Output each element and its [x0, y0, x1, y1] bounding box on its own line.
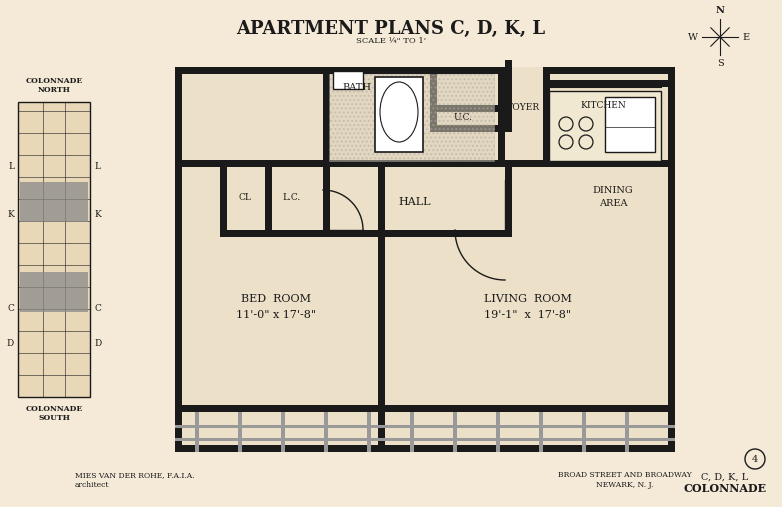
- Text: L: L: [8, 162, 14, 171]
- Text: HALL: HALL: [399, 197, 431, 207]
- Bar: [175, 438, 675, 441]
- Text: E: E: [742, 32, 749, 42]
- Text: SCALE ¼" TO 1': SCALE ¼" TO 1': [356, 37, 426, 45]
- Bar: [496, 412, 500, 452]
- Bar: [20, 272, 88, 312]
- Text: S: S: [716, 59, 723, 68]
- Text: COLONNADE
SOUTH: COLONNADE SOUTH: [25, 405, 83, 422]
- Bar: [323, 230, 505, 237]
- Text: W: W: [688, 32, 698, 42]
- Text: 4: 4: [752, 454, 758, 463]
- Bar: [220, 160, 227, 237]
- Bar: [539, 412, 543, 452]
- Bar: [323, 67, 330, 167]
- Bar: [324, 412, 328, 452]
- Bar: [18, 102, 90, 397]
- Text: LIVING  ROOM
19'-1"  x  17'-8": LIVING ROOM 19'-1" x 17'-8": [484, 294, 572, 320]
- Text: KITCHEN: KITCHEN: [580, 100, 626, 110]
- Text: COLONNADE
NORTH: COLONNADE NORTH: [25, 77, 83, 94]
- Bar: [543, 67, 550, 167]
- Bar: [410, 412, 414, 452]
- Bar: [378, 160, 385, 452]
- Bar: [175, 160, 675, 167]
- Bar: [430, 105, 505, 112]
- Bar: [195, 412, 199, 452]
- Bar: [323, 67, 505, 74]
- Bar: [329, 74, 494, 161]
- Bar: [582, 412, 586, 452]
- Bar: [238, 412, 242, 452]
- Text: COLONNADE: COLONNADE: [683, 484, 766, 494]
- Bar: [430, 125, 505, 132]
- Bar: [549, 91, 661, 161]
- Bar: [220, 160, 323, 167]
- Text: APARTMENT PLANS C, D, K, L: APARTMENT PLANS C, D, K, L: [236, 20, 546, 38]
- Text: FOYER: FOYER: [507, 102, 540, 112]
- Text: D: D: [7, 339, 14, 348]
- Bar: [543, 67, 675, 74]
- Text: C: C: [94, 304, 101, 313]
- Text: L.C.: L.C.: [283, 193, 301, 201]
- Bar: [323, 160, 505, 167]
- Bar: [175, 425, 675, 428]
- Bar: [543, 80, 675, 87]
- Bar: [375, 77, 423, 152]
- Text: D: D: [94, 339, 101, 348]
- Bar: [625, 412, 629, 452]
- Text: CL: CL: [239, 193, 252, 201]
- Text: BATH: BATH: [343, 83, 371, 91]
- Bar: [333, 71, 363, 89]
- Text: C, D, K, L: C, D, K, L: [701, 473, 748, 482]
- Bar: [220, 230, 323, 237]
- Bar: [281, 412, 285, 452]
- Text: MIES VAN DER ROHE, F.A.I.A.
architect: MIES VAN DER ROHE, F.A.I.A. architect: [75, 472, 195, 489]
- Text: N: N: [716, 6, 724, 15]
- Bar: [175, 445, 675, 452]
- Bar: [453, 412, 457, 452]
- Text: BROAD STREET AND BROADWAY
NEWARK, N. J.: BROAD STREET AND BROADWAY NEWARK, N. J.: [558, 472, 692, 489]
- Bar: [175, 67, 323, 74]
- Text: K: K: [94, 209, 101, 219]
- Bar: [505, 160, 512, 237]
- Bar: [498, 67, 505, 167]
- Bar: [175, 405, 675, 412]
- Text: BED  ROOM
11'-0" x 17'-8": BED ROOM 11'-0" x 17'-8": [236, 294, 316, 320]
- Bar: [605, 97, 655, 152]
- Bar: [505, 60, 512, 132]
- Bar: [20, 182, 88, 222]
- Bar: [175, 67, 182, 452]
- Bar: [668, 67, 675, 452]
- Text: K: K: [7, 209, 14, 219]
- Bar: [430, 67, 437, 132]
- Text: L: L: [94, 162, 100, 171]
- Text: DINING
AREA: DINING AREA: [593, 186, 633, 208]
- Bar: [265, 167, 272, 237]
- Ellipse shape: [380, 82, 418, 142]
- Text: C: C: [7, 304, 14, 313]
- Bar: [323, 160, 330, 237]
- Text: U.C.: U.C.: [454, 113, 472, 122]
- Bar: [367, 412, 371, 452]
- Bar: [175, 67, 675, 452]
